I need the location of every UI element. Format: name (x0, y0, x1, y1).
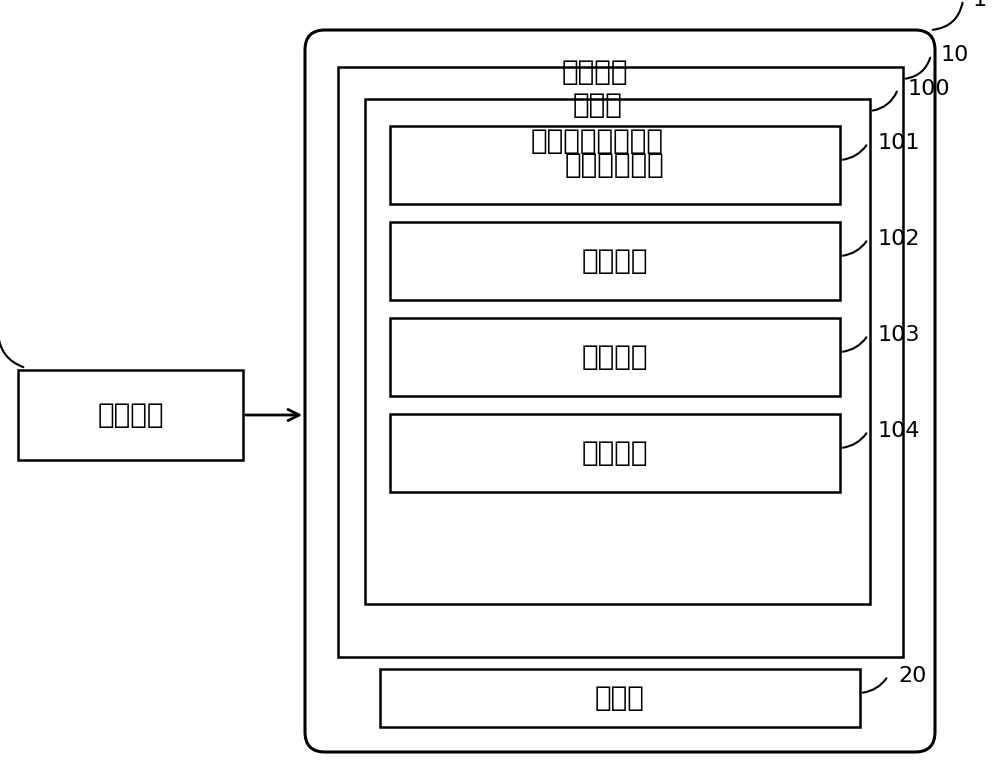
Text: 103: 103 (878, 325, 920, 345)
FancyBboxPatch shape (305, 30, 935, 752)
Text: 101: 101 (878, 133, 920, 153)
Text: 20: 20 (898, 666, 926, 686)
Text: 10: 10 (941, 45, 969, 65)
Text: 无线通信模块: 无线通信模块 (565, 151, 665, 179)
Text: 1: 1 (973, 0, 987, 10)
Bar (365, 99, 870, 604)
Text: 移动终端: 移动终端 (97, 401, 164, 429)
Text: 执行模块: 执行模块 (582, 439, 648, 467)
Bar (390, 318, 840, 396)
Text: 100: 100 (908, 79, 951, 99)
Text: 104: 104 (878, 421, 920, 441)
Text: 处理器: 处理器 (595, 684, 645, 712)
Bar (390, 222, 840, 300)
Text: 车载安全交互系统: 车载安全交互系统 (531, 127, 664, 155)
Bar (390, 126, 840, 204)
Text: 车载装置: 车载装置 (562, 58, 628, 86)
Text: 认证模块: 认证模块 (582, 343, 648, 371)
Bar (338, 67, 903, 657)
Bar (390, 414, 840, 492)
Bar (18, 370, 243, 460)
Text: 存储器: 存储器 (573, 91, 623, 119)
Text: 102: 102 (878, 229, 920, 249)
Text: 询问模块: 询问模块 (582, 247, 648, 275)
Bar (380, 669, 860, 727)
